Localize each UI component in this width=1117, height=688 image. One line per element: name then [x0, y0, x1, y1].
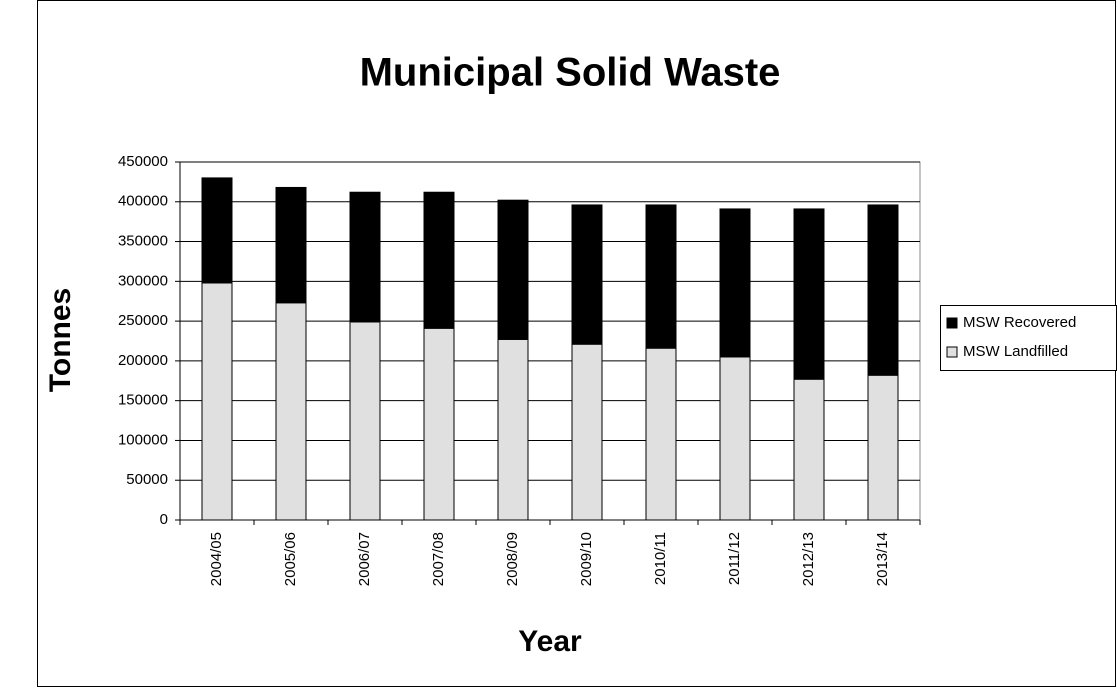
x-tick-label: 2010/11 — [652, 532, 669, 585]
y-tick-label: 200000 — [118, 352, 168, 369]
bar-segment — [423, 191, 455, 329]
bar-segment — [497, 338, 529, 521]
y-tick-label: 300000 — [118, 272, 168, 289]
bar-segment — [201, 282, 233, 521]
bar-segment — [645, 204, 677, 349]
bar-segment — [867, 204, 899, 376]
y-tick-label: 450000 — [118, 153, 168, 170]
y-tick-label: 100000 — [118, 431, 168, 448]
x-tick-label: 2008/09 — [504, 532, 521, 586]
x-tick-label: 2011/12 — [726, 532, 743, 585]
bar-segment — [275, 302, 307, 521]
legend-swatch — [946, 317, 958, 329]
bar-segment — [497, 199, 529, 340]
legend-box — [940, 305, 1117, 371]
chart-title: Municipal Solid Waste — [360, 51, 781, 95]
bar-segment — [645, 347, 677, 521]
bar-segment — [571, 343, 603, 521]
bar-segment — [349, 321, 381, 521]
x-tick-label: 2007/08 — [430, 532, 447, 586]
legend-label: MSW Recovered — [963, 314, 1076, 331]
bar-segment — [719, 208, 751, 358]
bar-segment — [571, 204, 603, 345]
bar-segment — [793, 378, 825, 521]
y-tick-label: 400000 — [118, 193, 168, 210]
bar-segment — [867, 374, 899, 521]
y-tick-label: 250000 — [118, 312, 168, 329]
x-tick-label: 2012/13 — [800, 532, 817, 586]
bar-segment — [275, 186, 307, 304]
x-tick-label: 2006/07 — [356, 532, 373, 586]
x-tick-label: 2009/10 — [578, 532, 595, 586]
bar-segment — [201, 177, 233, 284]
x-tick-label: 2004/05 — [208, 532, 225, 586]
legend-label: MSW Landfilled — [963, 343, 1068, 360]
y-axis-label: Tonnes — [44, 288, 77, 392]
bar-segment — [793, 208, 825, 380]
x-tick-label: 2013/14 — [874, 532, 891, 586]
y-tick-label: 0 — [160, 511, 168, 528]
legend-swatch — [946, 346, 958, 358]
x-axis-label: Year — [518, 625, 582, 658]
y-tick-label: 150000 — [118, 392, 168, 409]
bar-segment — [423, 327, 455, 521]
y-tick-label: 50000 — [126, 471, 168, 488]
bar-segment — [349, 191, 381, 323]
bar-segment — [719, 356, 751, 521]
x-tick-label: 2005/06 — [282, 532, 299, 586]
y-tick-label: 350000 — [118, 233, 168, 250]
